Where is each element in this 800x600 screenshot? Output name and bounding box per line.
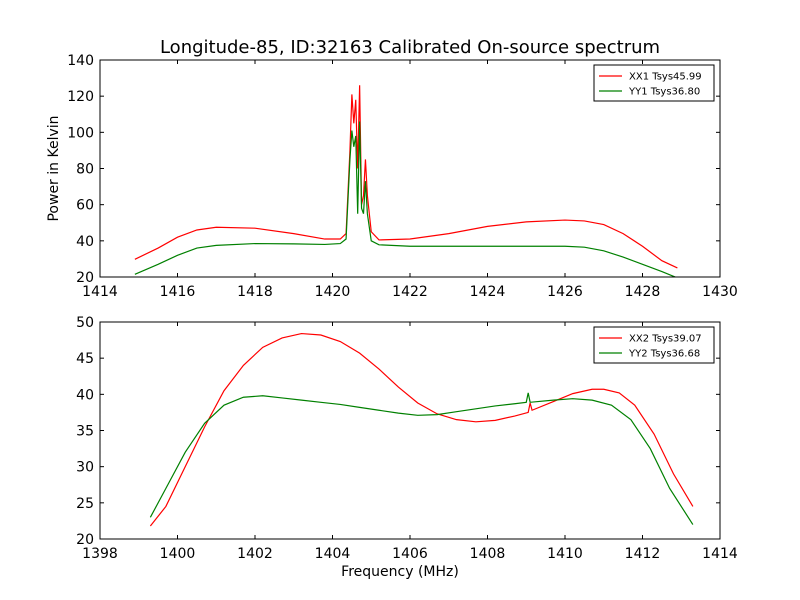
bottom-spectrum-plot: 1398 1400 1402 1404 1406 1408 1410 1412 1414 20 25… — [76, 315, 738, 580]
x-axis-label: Frequency (MHz) — [341, 564, 459, 580]
x-tick-label: 1414 — [702, 546, 738, 562]
y-tick-label: 120 — [67, 89, 94, 105]
series-line-yy — [149, 392, 694, 525]
y-tick-label: 20 — [76, 532, 94, 548]
x-tick-label: 1400 — [160, 546, 196, 562]
x-tick-label: 1428 — [625, 284, 661, 300]
y-tick-label: 40 — [76, 234, 94, 250]
x-tick-label: 1416 — [160, 284, 196, 300]
y-axis-label: Power in Kelvin — [46, 115, 62, 221]
x-tick-label: 1406 — [392, 546, 428, 562]
top-spectrum-plot: 1414 1416 1418 1420 1422 1424 1426 1428 1430 20 40… — [46, 53, 738, 300]
legend-entry: XX2 Tsys39.07 — [629, 334, 702, 345]
y-tick-label: 60 — [76, 198, 94, 214]
y-tick-label: 45 — [76, 351, 94, 367]
legend-entry: XX1 Tsys45.99 — [629, 72, 702, 83]
y-tick-label: 40 — [76, 387, 94, 403]
x-tick-label: 1414 — [82, 284, 118, 300]
x-tick-label: 1412 — [625, 546, 661, 562]
y-tick-label: 100 — [67, 125, 94, 141]
y-tick-label: 30 — [76, 460, 94, 476]
x-tick-label: 1410 — [547, 546, 583, 562]
y-tick-label: 50 — [76, 315, 94, 331]
y-tick-label: 80 — [76, 162, 94, 178]
legend: XX1 Tsys45.99 YY1 Tsys36.80 — [593, 64, 715, 102]
x-tick-label: 1398 — [82, 546, 118, 562]
x-tick-label: 1426 — [547, 284, 583, 300]
legend-box — [593, 326, 715, 364]
legend: XX2 Tsys39.07 YY2 Tsys36.68 — [593, 326, 715, 364]
x-tick-label: 1424 — [470, 284, 506, 300]
y-tick-label: 20 — [76, 270, 94, 286]
x-tick-label: 1404 — [315, 546, 351, 562]
x-tick-label: 1422 — [392, 284, 428, 300]
y-tick-label: 25 — [76, 496, 94, 512]
y-tick-label: 35 — [76, 424, 94, 440]
x-tick-label: 1418 — [237, 284, 273, 300]
x-tick-label: 1408 — [470, 546, 506, 562]
y-tick-label: 140 — [67, 53, 94, 69]
x-tick-label: 1420 — [315, 284, 351, 300]
legend-entry: YY1 Tsys36.80 — [628, 87, 700, 98]
x-tick-label: 1402 — [237, 546, 273, 562]
figure-title: Longitude-85, ID:32163 Calibrated On-sou… — [160, 37, 660, 58]
series-line-yy — [134, 121, 677, 277]
x-tick-label: 1430 — [702, 284, 738, 300]
series-line-xx — [149, 332, 694, 527]
legend-box — [593, 64, 715, 102]
legend-entry: YY2 Tsys36.68 — [628, 349, 700, 360]
